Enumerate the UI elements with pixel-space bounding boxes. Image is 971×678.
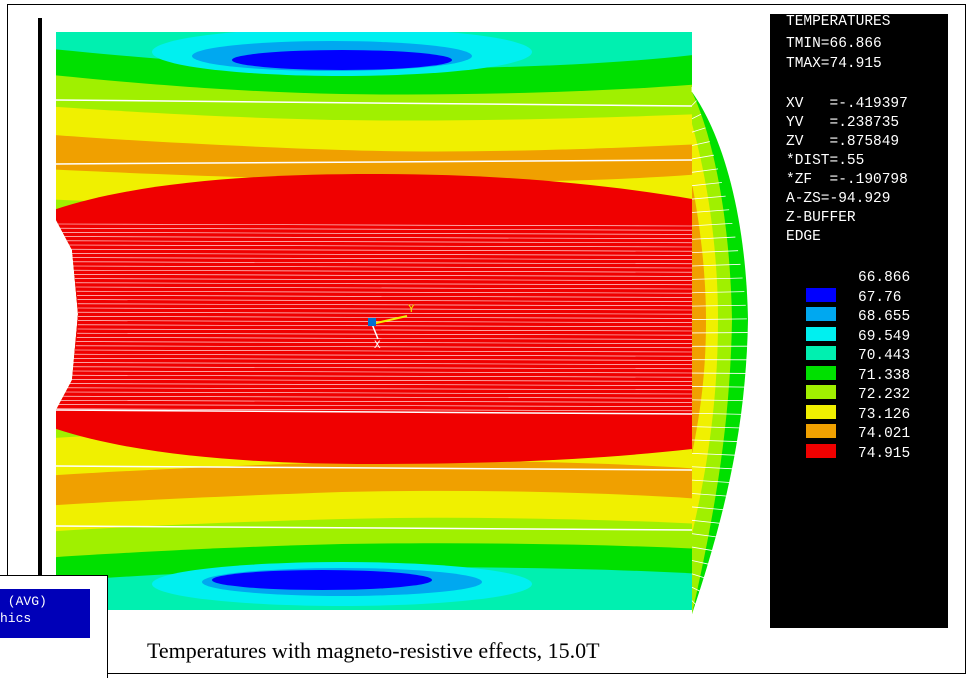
view-param-line: ZV =.875849 (786, 134, 900, 150)
end-face (691, 87, 748, 619)
legend-level-value: 67.76 (858, 289, 902, 306)
legend-tmin: TMIN=66.866 (786, 36, 882, 52)
frame-left-rule (38, 18, 42, 593)
triad-x-label: X (374, 340, 381, 352)
view-param-line: EDGE (786, 229, 821, 245)
legend-swatch (806, 307, 836, 321)
legend-tmax: TMAX=74.915 (786, 56, 882, 72)
legend-swatch (806, 365, 836, 380)
legend-level-value: 71.338 (858, 367, 911, 384)
coordinate-triad: Y X (368, 304, 415, 352)
legend-swatch (806, 326, 836, 341)
view-param-line: XV =-.419397 (786, 96, 908, 112)
bore-mesh-lines (56, 223, 695, 412)
temperature-contour-model: Y X (56, 32, 748, 619)
legend-level-value: 73.126 (858, 406, 911, 423)
legend-level-value: 74.915 (858, 445, 911, 462)
legend-swatch (806, 385, 836, 399)
view-param-line: YV =.238735 (786, 115, 900, 131)
legend-level-value: 72.232 (858, 387, 911, 403)
view-param-line: A-ZS=-94.929 (786, 191, 891, 207)
contour-plot-viewport[interactable]: Y X (42, 14, 770, 628)
legend-panel: TEMPERATURES TMIN=66.866 TMAX=74.915 XV … (770, 14, 948, 628)
view-param-line: *ZF =-.190798 (786, 172, 908, 188)
triad-y-label: Y (408, 304, 415, 316)
legend-level-value: 69.549 (858, 328, 911, 345)
header-line-2: hics (0, 611, 32, 626)
legend-level-value: 68.655 (858, 309, 911, 325)
legend-swatch (806, 346, 836, 360)
legend-swatch (806, 424, 836, 438)
view-param-line: *DIST=.55 (786, 153, 865, 169)
view-param-line: Z-BUFFER (786, 210, 856, 226)
legend-level-value: 70.443 (858, 348, 911, 364)
legend-swatch (806, 287, 836, 302)
figure-caption: Temperatures with magneto-resistive effe… (147, 638, 600, 663)
header-line-1: (AVG) (0, 594, 47, 609)
legend-title: TEMPERATURES (786, 14, 891, 30)
inner-bore-mesh (56, 220, 692, 410)
legend-level-value: 66.866 (858, 270, 911, 286)
legend-swatch (806, 443, 836, 458)
legend-level-value: 74.021 (858, 426, 911, 442)
header-info-panel: (AVG) hics (0, 589, 90, 638)
header-info-box: (AVG) hics (0, 575, 108, 678)
legend-swatch (806, 404, 836, 419)
